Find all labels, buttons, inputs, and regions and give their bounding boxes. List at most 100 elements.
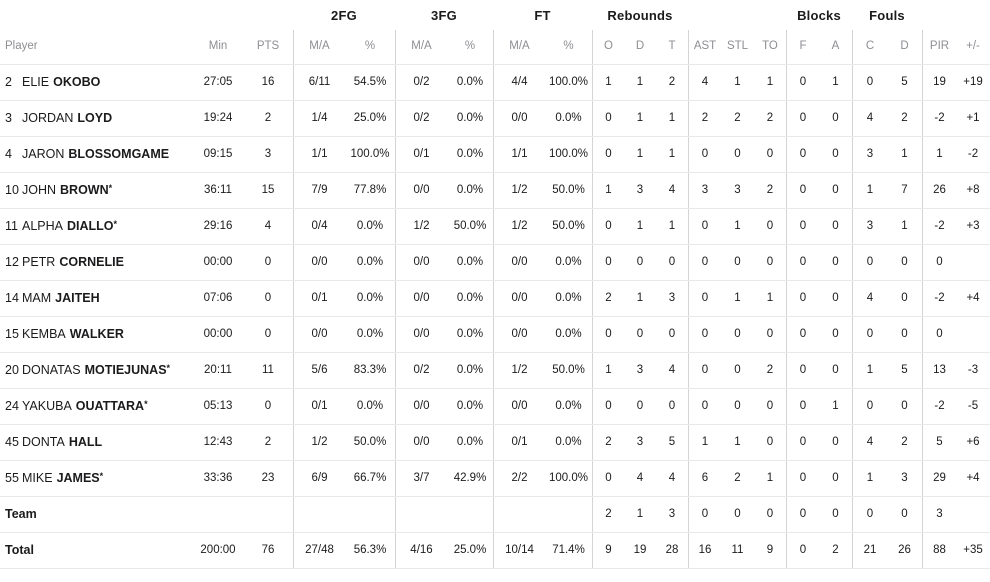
cell-blocks-for: 0	[786, 245, 819, 280]
cell-2fg-pct: 77.8%	[353, 183, 387, 196]
cell-fouls-committed: 4	[852, 281, 887, 316]
cell-ft-ma: 1/2	[493, 209, 545, 244]
cell-3fg-ma: 4/16	[395, 533, 447, 568]
cell-3fg-ma: 0/2	[395, 353, 447, 388]
cell-tot-reb: 0	[668, 327, 676, 340]
cell-pts: 15	[261, 183, 275, 196]
cell-fouls-committed: 0	[852, 65, 887, 100]
cell-player: 2 ELIE OKOBO	[0, 76, 193, 90]
cell-fouls-committed: 1	[852, 173, 887, 208]
cell-stl: 1	[734, 75, 741, 88]
player-number: 11	[5, 218, 18, 233]
cell-min: 05:13	[203, 399, 233, 412]
cell-fouls-drawn: 5	[901, 75, 908, 88]
cell-2fg-pct: 66.7%	[353, 471, 387, 484]
cell-player: 3 JORDAN LOYD	[0, 112, 193, 126]
cell-plus-minus: +4	[966, 291, 980, 304]
cell-blocks-for: 0	[786, 65, 819, 100]
cell-ft-ma	[493, 497, 545, 532]
cell-off-reb: 0	[592, 317, 624, 352]
cell-ft-pct: 50.0%	[552, 219, 585, 232]
cell-stl: 3	[734, 183, 741, 196]
cell-3fg-pct: 0.0%	[456, 255, 484, 268]
cell-stl: 2	[734, 111, 741, 124]
cell-pts: 0	[264, 327, 272, 340]
cell-to: 1	[766, 291, 774, 304]
cell-fouls-drawn: 2	[901, 111, 908, 124]
cell-fouls-committed: 0	[852, 497, 887, 532]
cell-player: 14 MAM JAITEH	[0, 292, 193, 306]
player-number: 2	[5, 74, 12, 89]
cell-tot-reb: 0	[668, 255, 676, 268]
cell-blocks-for: 0	[786, 425, 819, 460]
cell-plus-minus: +3	[966, 219, 980, 232]
cell-pir: 1	[922, 137, 956, 172]
cell-2fg-pct: 0.0%	[356, 399, 384, 412]
cell-def-reb: 3	[636, 363, 644, 376]
cell-tot-reb: 3	[668, 291, 676, 304]
cell-stl: 1	[734, 219, 741, 232]
cell-ft-ma: 0/1	[493, 425, 545, 460]
cell-2fg-ma	[293, 497, 345, 532]
player-first-name: DONATAS	[22, 362, 81, 377]
group-header-row: 2FG 3FG FT Rebounds Blocks Fouls	[0, 0, 990, 30]
starter-asterisk: *	[144, 398, 148, 409]
cell-blocks-for: 0	[786, 353, 819, 388]
cell-player: 20 DONATAS MOTIEJUNAS*	[0, 362, 193, 378]
cell-def-reb: 1	[636, 291, 644, 304]
cell-player: 11 ALPHA DIALLO*	[0, 218, 193, 234]
cell-stl: 1	[734, 435, 741, 448]
cell-pir: -2	[922, 389, 956, 424]
starter-asterisk: *	[99, 470, 104, 481]
cell-tot-reb: 1	[668, 147, 676, 160]
cell-pir: -2	[922, 209, 956, 244]
cell-blocks-against: 0	[832, 147, 839, 160]
cell-ast: 0	[688, 389, 721, 424]
player-last-name: CORNELIE	[59, 254, 124, 269]
cell-ft-ma: 4/4	[493, 65, 545, 100]
cell-2fg-pct: 100.0%	[350, 147, 390, 160]
cell-pir: -2	[922, 101, 956, 136]
cell-3fg-ma: 0/0	[395, 389, 447, 424]
col-header-fouls-drawn: D	[900, 40, 909, 53]
cell-fouls-drawn: 3	[901, 471, 908, 484]
cell-3fg-ma: 0/2	[395, 65, 447, 100]
table-row: 11 ALPHA DIALLO* 29:16 4 0/4 0.0% 1/2 50.0…	[0, 209, 990, 245]
cell-def-reb: 4	[636, 471, 644, 484]
cell-to: 2	[766, 363, 774, 376]
player-number: 20	[5, 362, 19, 377]
cell-ast: 1	[688, 425, 721, 460]
cell-fouls-drawn: 0	[901, 327, 908, 340]
cell-tot-reb: 3	[668, 507, 676, 520]
cell-2fg-ma: 6/9	[293, 461, 345, 496]
cell-blocks-for: 0	[786, 137, 819, 172]
cell-3fg-pct: 0.0%	[456, 435, 484, 448]
cell-def-reb: 1	[636, 111, 644, 124]
cell-stl: 0	[734, 507, 741, 520]
cell-stl: 0	[734, 363, 741, 376]
cell-fouls-committed: 1	[852, 353, 887, 388]
cell-fouls-committed: 3	[852, 209, 887, 244]
player-first-name: ELIE	[22, 74, 50, 89]
cell-min: 07:06	[203, 291, 233, 304]
cell-to: 0	[766, 255, 774, 268]
cell-blocks-against: 0	[832, 363, 839, 376]
player-number: 12	[5, 254, 19, 269]
player-last-name: OKOBO	[53, 74, 101, 89]
cell-off-reb: 9	[592, 533, 624, 568]
cell-3fg-pct: 0.0%	[456, 363, 484, 376]
cell-blocks-against: 0	[832, 219, 839, 232]
cell-def-reb: 0	[636, 255, 644, 268]
cell-tot-reb: 1	[668, 111, 676, 124]
cell-blocks-against: 0	[832, 507, 839, 520]
cell-player: Total	[0, 544, 193, 558]
cell-blocks-for: 0	[786, 281, 819, 316]
cell-def-reb: 1	[636, 147, 644, 160]
cell-ft-ma: 0/0	[493, 317, 545, 352]
cell-off-reb: 0	[592, 389, 624, 424]
player-last-name: BLOSSOMGAME	[68, 146, 170, 161]
cell-fouls-drawn: 0	[901, 255, 908, 268]
cell-blocks-against: 2	[832, 543, 839, 556]
cell-2fg-pct: 0.0%	[356, 291, 384, 304]
cell-2fg-ma: 27/48	[293, 533, 345, 568]
